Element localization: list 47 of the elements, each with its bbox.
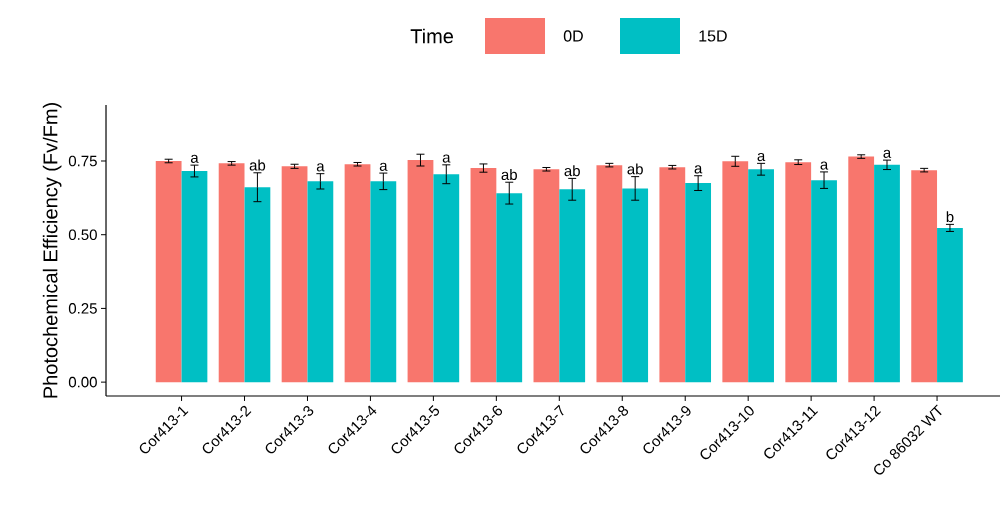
bar bbox=[496, 193, 523, 383]
bar bbox=[785, 162, 812, 383]
y-tick-label: 0.50 bbox=[68, 229, 97, 241]
annotation: a bbox=[379, 162, 388, 171]
bar bbox=[811, 180, 837, 383]
bar bbox=[307, 181, 334, 383]
bar bbox=[874, 164, 900, 383]
legend-title: Time bbox=[410, 28, 454, 44]
bar bbox=[622, 188, 649, 383]
bar bbox=[722, 161, 749, 383]
annotation: a bbox=[190, 154, 199, 163]
annotation: b bbox=[946, 211, 954, 223]
bar bbox=[685, 183, 712, 383]
bar bbox=[470, 168, 497, 383]
annotation: a bbox=[820, 161, 829, 170]
annotation: a bbox=[694, 165, 703, 174]
annotation: a bbox=[442, 154, 451, 163]
annotation: ab bbox=[249, 159, 266, 171]
bar bbox=[244, 187, 271, 383]
y-tick-label: 0.25 bbox=[68, 303, 97, 314]
legend-label: 15D bbox=[699, 30, 727, 42]
legend-label: 0D bbox=[563, 30, 583, 42]
annotation: ab bbox=[627, 163, 643, 175]
y-axis-title: Photochemical Efficiency (Fv/Fm) bbox=[42, 103, 62, 398]
bar bbox=[596, 165, 623, 383]
bar bbox=[344, 164, 371, 383]
bar bbox=[218, 163, 245, 383]
bar bbox=[848, 156, 875, 383]
annotation: a bbox=[883, 149, 892, 158]
bar bbox=[937, 227, 963, 383]
annotation: ab bbox=[501, 169, 517, 181]
bar bbox=[911, 170, 938, 383]
y-tick-label: 0.00 bbox=[68, 376, 97, 388]
y-tick-label: 0.75 bbox=[68, 155, 97, 167]
bar bbox=[748, 169, 774, 383]
bar bbox=[181, 171, 208, 383]
bar bbox=[659, 167, 686, 383]
bar bbox=[281, 166, 308, 383]
bar bbox=[533, 169, 560, 383]
annotation: a bbox=[316, 163, 325, 172]
annotation: a bbox=[757, 152, 766, 162]
bar bbox=[155, 161, 182, 383]
annotation: ab bbox=[564, 165, 580, 177]
bar bbox=[559, 189, 586, 383]
bar bbox=[370, 181, 397, 383]
bar bbox=[407, 160, 434, 383]
bar bbox=[433, 174, 460, 383]
